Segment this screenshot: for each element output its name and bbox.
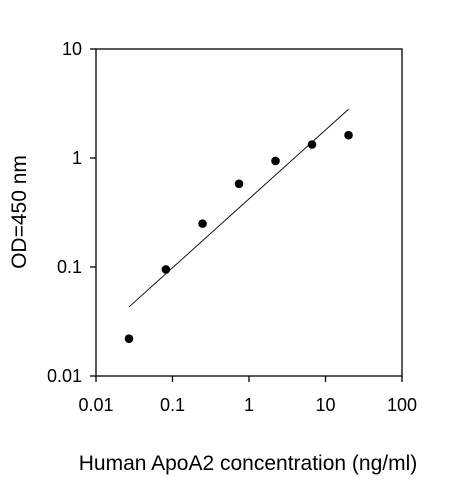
data-point	[307, 140, 317, 149]
trend-line-group	[128, 108, 349, 308]
y-tick-label: 0.1	[57, 257, 82, 277]
trend-line	[128, 108, 349, 308]
data-point	[271, 156, 280, 166]
data-point	[234, 179, 244, 189]
y-axis-title: OD=450 nm	[8, 155, 31, 269]
plot-frame	[95, 48, 403, 377]
y-axis-ticks: 0.01 0.1 1 10	[47, 39, 96, 386]
data-point	[124, 334, 134, 343]
data-points	[124, 130, 353, 343]
plot-border	[95, 48, 403, 377]
x-tick-label: 0.1	[160, 395, 185, 415]
data-point	[198, 219, 207, 228]
data-point	[344, 130, 353, 140]
y-tick-label: 10	[62, 39, 82, 59]
y-tick-label: 0.01	[47, 366, 82, 386]
x-tick-label: 10	[315, 395, 335, 415]
x-axis-title: Human ApoA2 concentration (ng/ml)	[79, 452, 418, 475]
x-tick-label: 1	[244, 395, 254, 415]
x-axis-ticks: 0.01 0.1 1 10 100	[78, 376, 417, 415]
data-point	[161, 265, 171, 274]
x-tick-label: 100	[387, 395, 417, 415]
y-tick-label: 1	[72, 148, 82, 168]
x-tick-label: 0.01	[78, 395, 113, 415]
